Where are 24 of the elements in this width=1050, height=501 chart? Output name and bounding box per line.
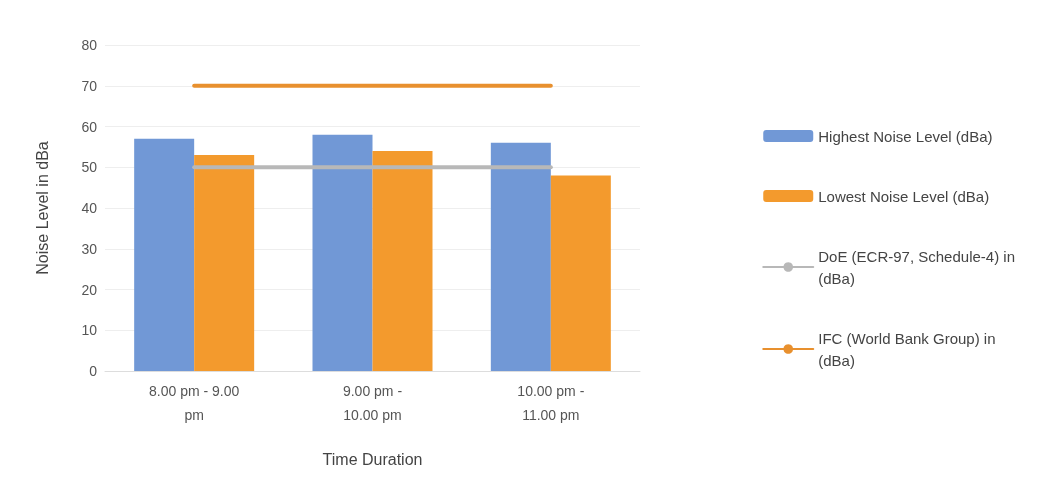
x-tick-label: 9.00 pm - 10.00 pm: [342, 383, 403, 423]
y-tick-label: 80: [81, 37, 98, 53]
legend-label: DoE (ECR-97, Schedule-4) in (dBa): [818, 247, 1016, 287]
bar: [194, 155, 255, 371]
bar: [134, 138, 195, 371]
x-axis-title: Time Duration: [322, 450, 423, 468]
y-tick-label: 70: [81, 77, 98, 94]
y-tick-label: 10: [81, 322, 98, 339]
y-tick-label: 60: [81, 118, 98, 135]
bar: [372, 150, 433, 371]
legend-label: IFC (World Bank Group) in (dBa): [818, 329, 996, 369]
bar: [490, 142, 551, 371]
y-tick-label: 0: [89, 363, 98, 379]
bar: [312, 134, 373, 371]
y-tick-label: 50: [81, 159, 98, 176]
bar: [550, 175, 611, 371]
y-tick-label: 30: [81, 240, 98, 257]
legend-label: Highest Noise Level (dBa): [818, 127, 993, 145]
x-tick-label: 10.00 pm - 11.00 pm: [517, 383, 585, 423]
legend-label: Lowest Noise Level (dBa): [818, 187, 990, 205]
y-axis-title: Noise Level in dBa: [33, 141, 51, 275]
x-tick-label: 8.00 pm - 9.00 pm: [149, 383, 240, 423]
y-tick-label: 20: [81, 281, 98, 298]
y-tick-label: 40: [81, 200, 98, 216]
